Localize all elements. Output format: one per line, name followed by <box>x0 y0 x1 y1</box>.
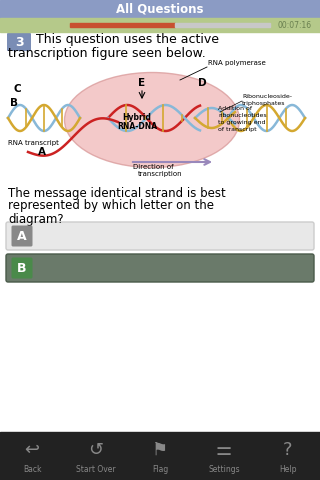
Text: ribonucleotides: ribonucleotides <box>218 113 267 118</box>
Text: C: C <box>14 84 22 94</box>
Text: transcription: transcription <box>138 171 183 177</box>
Text: Hybrid: Hybrid <box>122 113 151 122</box>
Text: 3: 3 <box>15 36 23 48</box>
Text: Start Over: Start Over <box>76 466 116 475</box>
Text: This question uses the active: This question uses the active <box>36 34 219 47</box>
Bar <box>0 0 320 18</box>
Text: of transcript: of transcript <box>218 127 257 132</box>
Text: triphosphates: triphosphates <box>242 101 285 106</box>
Text: RNA-DNA: RNA-DNA <box>117 122 157 131</box>
Text: transcription figure seen below.: transcription figure seen below. <box>8 47 206 60</box>
Text: All Questions: All Questions <box>116 2 204 15</box>
Text: represented by which letter on the: represented by which letter on the <box>8 200 214 213</box>
FancyBboxPatch shape <box>12 226 33 247</box>
Text: Ribonucleoside-: Ribonucleoside- <box>242 94 292 99</box>
Text: E: E <box>138 78 145 88</box>
Text: B: B <box>10 98 18 108</box>
Text: Help: Help <box>279 466 297 475</box>
Text: RNA polymerase: RNA polymerase <box>208 60 266 66</box>
FancyBboxPatch shape <box>6 254 314 282</box>
Text: ↺: ↺ <box>88 441 104 459</box>
Text: A: A <box>38 147 46 157</box>
Ellipse shape <box>65 72 239 168</box>
Text: Back: Back <box>23 466 41 475</box>
Text: The message identical strand is best: The message identical strand is best <box>8 187 226 200</box>
Text: diagram?: diagram? <box>8 213 64 226</box>
FancyBboxPatch shape <box>12 257 33 278</box>
Text: A: A <box>17 229 27 242</box>
FancyBboxPatch shape <box>6 222 314 250</box>
Text: RNA transcript: RNA transcript <box>8 140 59 146</box>
Text: D: D <box>198 78 207 88</box>
Bar <box>175 23 270 27</box>
Text: to growing end: to growing end <box>218 120 266 125</box>
Text: ⚌: ⚌ <box>216 441 232 459</box>
Text: ↩: ↩ <box>24 441 40 459</box>
Text: Flag: Flag <box>152 466 168 475</box>
Bar <box>70 23 175 27</box>
Text: Addition of: Addition of <box>218 106 252 111</box>
Text: B: B <box>17 262 27 275</box>
Text: Direction of: Direction of <box>133 164 174 170</box>
Bar <box>0 432 320 480</box>
Text: ?: ? <box>283 441 293 459</box>
Bar <box>0 18 320 32</box>
Text: ⚑: ⚑ <box>152 441 168 459</box>
Text: 00:07:16: 00:07:16 <box>278 21 312 29</box>
FancyBboxPatch shape <box>7 33 31 51</box>
Text: Settings: Settings <box>208 466 240 475</box>
